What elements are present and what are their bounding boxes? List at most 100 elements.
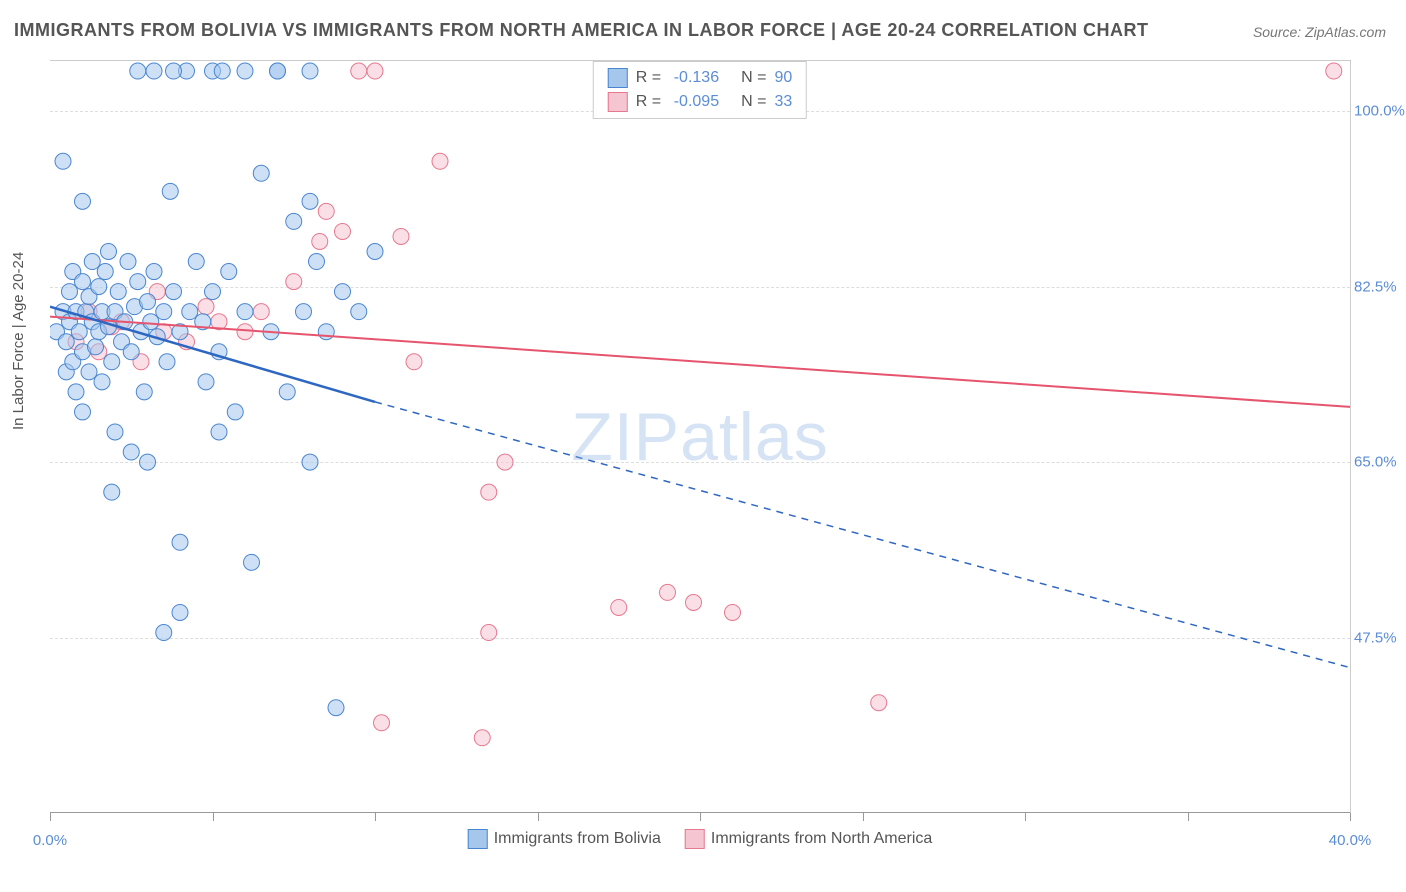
- data-point: [91, 279, 107, 295]
- legend-swatch-blue: [608, 68, 628, 88]
- legend-pink-n: 33: [774, 93, 792, 111]
- data-point: [104, 354, 120, 370]
- data-point: [432, 153, 448, 169]
- x-tick: [863, 813, 864, 821]
- data-point: [237, 324, 253, 340]
- data-point: [214, 63, 230, 79]
- data-point: [351, 304, 367, 320]
- data-point: [68, 384, 84, 400]
- data-point: [182, 304, 198, 320]
- data-point: [146, 63, 162, 79]
- data-point: [97, 264, 113, 280]
- data-point: [237, 63, 253, 79]
- legend-bottom-blue: Immigrants from Bolivia: [468, 829, 661, 849]
- data-point: [140, 294, 156, 310]
- plot-svg: [50, 61, 1350, 813]
- data-point: [62, 284, 78, 300]
- data-point: [871, 695, 887, 711]
- data-point: [94, 374, 110, 390]
- legend-correlation: R = -0.136 N = 90 R = -0.095 N = 33: [593, 61, 807, 119]
- data-point: [166, 284, 182, 300]
- data-point: [205, 284, 221, 300]
- data-point: [75, 404, 91, 420]
- data-point: [286, 213, 302, 229]
- data-point: [367, 244, 383, 260]
- data-point: [335, 284, 351, 300]
- legend-swatch-pink: [608, 92, 628, 112]
- data-point: [188, 254, 204, 270]
- data-point: [279, 384, 295, 400]
- data-point: [302, 454, 318, 470]
- data-point: [406, 354, 422, 370]
- data-point: [253, 165, 269, 181]
- legend-blue-r: -0.136: [669, 69, 719, 87]
- data-point: [286, 274, 302, 290]
- data-point: [221, 264, 237, 280]
- legend-pink-label: Immigrants from North America: [711, 830, 932, 848]
- x-tick: [50, 813, 51, 821]
- x-tick: [375, 813, 376, 821]
- x-tick: [1025, 813, 1026, 821]
- data-point: [302, 63, 318, 79]
- data-point: [318, 203, 334, 219]
- data-point: [120, 254, 136, 270]
- data-point: [146, 264, 162, 280]
- y-tick-label: 65.0%: [1354, 454, 1406, 471]
- x-tick: [1188, 813, 1189, 821]
- data-point: [75, 193, 91, 209]
- chart-title: IMMIGRANTS FROM BOLIVIA VS IMMIGRANTS FR…: [14, 20, 1149, 41]
- data-point: [88, 339, 104, 355]
- x-tick: [538, 813, 539, 821]
- legend-row-blue: R = -0.136 N = 90: [608, 66, 792, 90]
- legend-r-label: R =: [636, 69, 661, 87]
- data-point: [725, 604, 741, 620]
- data-point: [143, 314, 159, 330]
- data-point: [71, 324, 87, 340]
- data-point: [107, 424, 123, 440]
- data-point: [136, 384, 152, 400]
- data-point: [198, 374, 214, 390]
- data-point: [481, 484, 497, 500]
- legend-blue-label: Immigrants from Bolivia: [494, 830, 661, 848]
- data-point: [351, 63, 367, 79]
- legend-row-pink: R = -0.095 N = 33: [608, 90, 792, 114]
- data-point: [227, 404, 243, 420]
- y-tick-label: 100.0%: [1354, 103, 1406, 120]
- data-point: [328, 700, 344, 716]
- data-point: [474, 730, 490, 746]
- data-point: [123, 344, 139, 360]
- data-point: [58, 334, 74, 350]
- x-tick: [1350, 813, 1351, 821]
- data-point: [166, 63, 182, 79]
- legend-n-label: N =: [741, 69, 766, 87]
- data-point: [686, 594, 702, 610]
- data-point: [156, 304, 172, 320]
- data-point: [140, 454, 156, 470]
- data-point: [211, 424, 227, 440]
- x-tick: [700, 813, 701, 821]
- data-point: [244, 554, 260, 570]
- data-point: [110, 284, 126, 300]
- legend-swatch-pink-bottom: [685, 829, 705, 849]
- plot-area: R = -0.136 N = 90 R = -0.095 N = 33 ZIPa…: [50, 60, 1351, 813]
- y-axis-label: In Labor Force | Age 20-24: [10, 252, 27, 430]
- trend-line-pink: [50, 317, 1350, 407]
- y-tick-label: 82.5%: [1354, 278, 1406, 295]
- data-point: [130, 274, 146, 290]
- data-point: [84, 254, 100, 270]
- data-point: [198, 299, 214, 315]
- legend-bottom: Immigrants from Bolivia Immigrants from …: [468, 829, 933, 849]
- legend-bottom-pink: Immigrants from North America: [685, 829, 932, 849]
- legend-n-label-2: N =: [741, 93, 766, 111]
- data-point: [75, 274, 91, 290]
- y-tick-label: 47.5%: [1354, 629, 1406, 646]
- x-tick-label: 40.0%: [1329, 832, 1372, 849]
- data-point: [302, 193, 318, 209]
- trend-line-blue-dashed: [375, 402, 1350, 668]
- x-tick: [213, 813, 214, 821]
- data-point: [309, 254, 325, 270]
- data-point: [374, 715, 390, 731]
- data-point: [81, 364, 97, 380]
- data-point: [611, 599, 627, 615]
- data-point: [497, 454, 513, 470]
